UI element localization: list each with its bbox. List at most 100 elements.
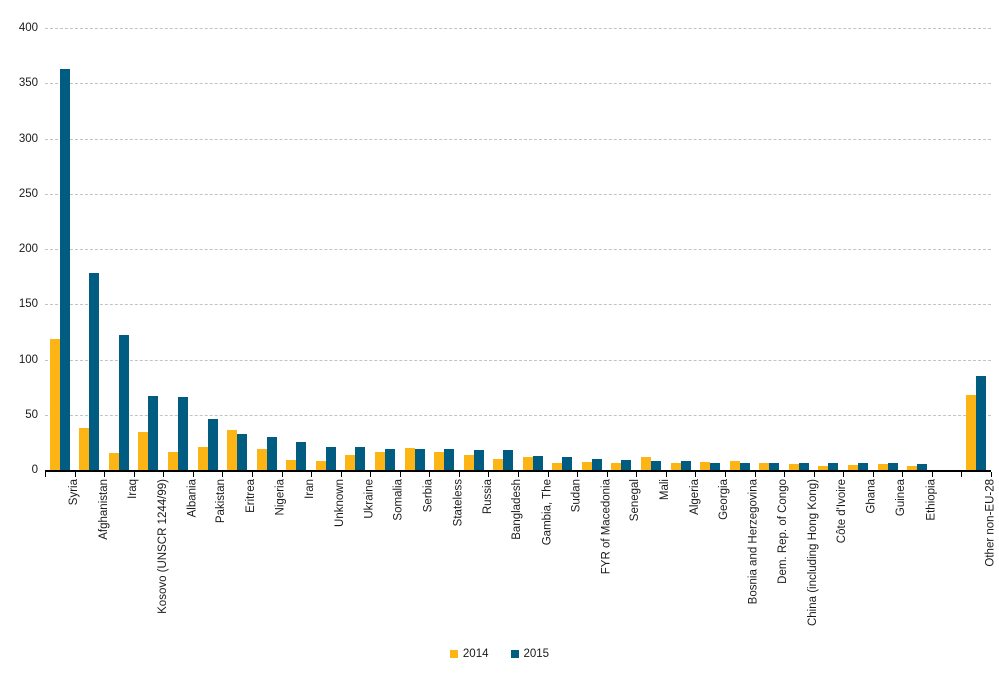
bar-2014-Kosovo (UNSCR 1244/99) bbox=[138, 432, 149, 470]
x-category-label: Pakistan bbox=[215, 479, 228, 524]
y-tick-label: 0 bbox=[31, 464, 38, 476]
x-category-label: Eritrea bbox=[245, 479, 258, 513]
x-tick bbox=[518, 472, 519, 477]
x-tick bbox=[814, 472, 815, 477]
bar-2014-Other non-EU-28 bbox=[966, 395, 977, 470]
bar-2015-Iran bbox=[296, 442, 307, 470]
x-axis-line bbox=[45, 470, 991, 472]
x-category-label: Afghanistan bbox=[97, 479, 110, 540]
x-tick bbox=[873, 472, 874, 477]
legend: 2014 2015 bbox=[0, 648, 999, 660]
gridline-150 bbox=[45, 304, 991, 306]
x-tick bbox=[843, 472, 844, 477]
legend-swatch-2014 bbox=[449, 650, 458, 658]
bar-2015-Sudan bbox=[562, 457, 573, 470]
bar-2014-Bangladesh bbox=[493, 459, 504, 470]
x-tick bbox=[134, 472, 135, 477]
legend-item-2014: 2014 bbox=[449, 648, 489, 660]
bar-2015-China (including Hong Kong) bbox=[798, 463, 809, 470]
legend-label-2014: 2014 bbox=[462, 648, 489, 660]
bar-2014-Serbia bbox=[404, 448, 415, 470]
bar-2014-Syria bbox=[49, 339, 60, 470]
legend-item-2015: 2015 bbox=[510, 648, 550, 660]
bar-2015-Pakistan bbox=[207, 419, 218, 470]
x-tick bbox=[695, 472, 696, 477]
bar-2015-Nigeria bbox=[266, 437, 277, 470]
bar-2014-Eritrea bbox=[227, 430, 238, 470]
bar-2014-Ethiopia bbox=[907, 466, 918, 470]
x-tick bbox=[666, 472, 667, 477]
x-category-label: Dem. Rep. of Congo bbox=[777, 479, 790, 584]
x-tick bbox=[311, 472, 312, 477]
x-tick bbox=[636, 472, 637, 477]
x-tick bbox=[577, 472, 578, 477]
gridline-300 bbox=[45, 138, 991, 140]
x-category-label: Ukraine bbox=[363, 479, 376, 519]
x-tick bbox=[784, 472, 785, 477]
x-category-label: Georgia bbox=[718, 479, 731, 520]
x-category-label: Ethiopia bbox=[925, 479, 938, 521]
y-tick-label: 100 bbox=[18, 353, 38, 366]
bar-2015-Gambia, The bbox=[532, 456, 543, 470]
x-tick bbox=[961, 472, 962, 477]
x-category-label: Côte d'Ivoire bbox=[836, 479, 849, 544]
x-category-label: China (including Hong Kong) bbox=[806, 479, 819, 627]
x-category-label: Nigeria bbox=[274, 479, 287, 516]
legend-label-2015: 2015 bbox=[523, 648, 550, 660]
x-tick bbox=[607, 472, 608, 477]
x-category-label: Senegal bbox=[629, 479, 642, 522]
bar-2014-Pakistan bbox=[197, 447, 208, 470]
x-tick bbox=[991, 472, 992, 477]
x-tick bbox=[252, 472, 253, 477]
bar-2014-Mali bbox=[641, 457, 652, 470]
bar-2015-Somalia bbox=[384, 449, 395, 470]
bar-2014-FYR of Macedonia bbox=[581, 462, 592, 470]
x-tick bbox=[222, 472, 223, 477]
bar-2015-Guinea bbox=[887, 463, 898, 470]
y-tick-label: 300 bbox=[18, 132, 38, 145]
bar-2015-Ethiopia bbox=[917, 464, 928, 470]
x-tick bbox=[429, 472, 430, 477]
x-category-label: Sudan bbox=[570, 479, 583, 513]
bar-2014-Senegal bbox=[611, 463, 622, 470]
bar-2014-Gambia, The bbox=[522, 457, 533, 470]
gridline-100 bbox=[45, 359, 991, 361]
bar-2014-Côte d'Ivoire bbox=[818, 466, 829, 470]
x-tick bbox=[400, 472, 401, 477]
x-tick bbox=[755, 472, 756, 477]
bar-2015-Russia bbox=[473, 450, 484, 470]
bar-2015-Stateless bbox=[444, 449, 455, 470]
gridline-400 bbox=[45, 28, 991, 29]
bar-2015-Other non-EU-28 bbox=[976, 376, 987, 470]
x-category-label: Russia bbox=[481, 479, 494, 515]
bar-2015-Algeria bbox=[680, 461, 691, 470]
bar-2015-Ghana bbox=[857, 463, 868, 470]
bar-2014-Iran bbox=[286, 460, 297, 470]
bar-2014-Russia bbox=[463, 455, 474, 470]
bar-2015-Dem. Rep. of Congo bbox=[769, 463, 780, 470]
bar-2014-Sudan bbox=[552, 463, 563, 470]
y-tick-label: 350 bbox=[18, 77, 38, 90]
bar-2015-Iraq bbox=[118, 335, 129, 470]
x-tick bbox=[488, 472, 489, 477]
bar-2015-Bangladesh bbox=[503, 450, 514, 470]
bar-2014-Georgia bbox=[700, 462, 711, 470]
bar-2014-Guinea bbox=[877, 464, 888, 470]
x-category-label: Bosnia and Herzegovina bbox=[747, 479, 760, 605]
x-category-label: Ghana bbox=[865, 479, 878, 514]
x-category-label: Albania bbox=[186, 479, 199, 518]
bar-2014-Unknown bbox=[315, 461, 326, 470]
x-category-label: Mali bbox=[659, 479, 672, 501]
bar-2015-FYR of Macedonia bbox=[591, 459, 602, 470]
gridline-50 bbox=[45, 414, 991, 416]
bar-2014-China (including Hong Kong) bbox=[788, 464, 799, 470]
x-category-label: Algeria bbox=[688, 479, 701, 515]
x-tick bbox=[902, 472, 903, 477]
y-tick-label: 250 bbox=[18, 187, 38, 200]
x-category-label: Iran bbox=[304, 479, 317, 499]
y-tick-label: 400 bbox=[18, 22, 38, 34]
y-tick-label: 150 bbox=[18, 298, 38, 311]
bar-2014-Dem. Rep. of Congo bbox=[759, 463, 770, 470]
x-category-label: Unknown bbox=[333, 479, 346, 527]
bar-2014-Nigeria bbox=[256, 449, 267, 470]
